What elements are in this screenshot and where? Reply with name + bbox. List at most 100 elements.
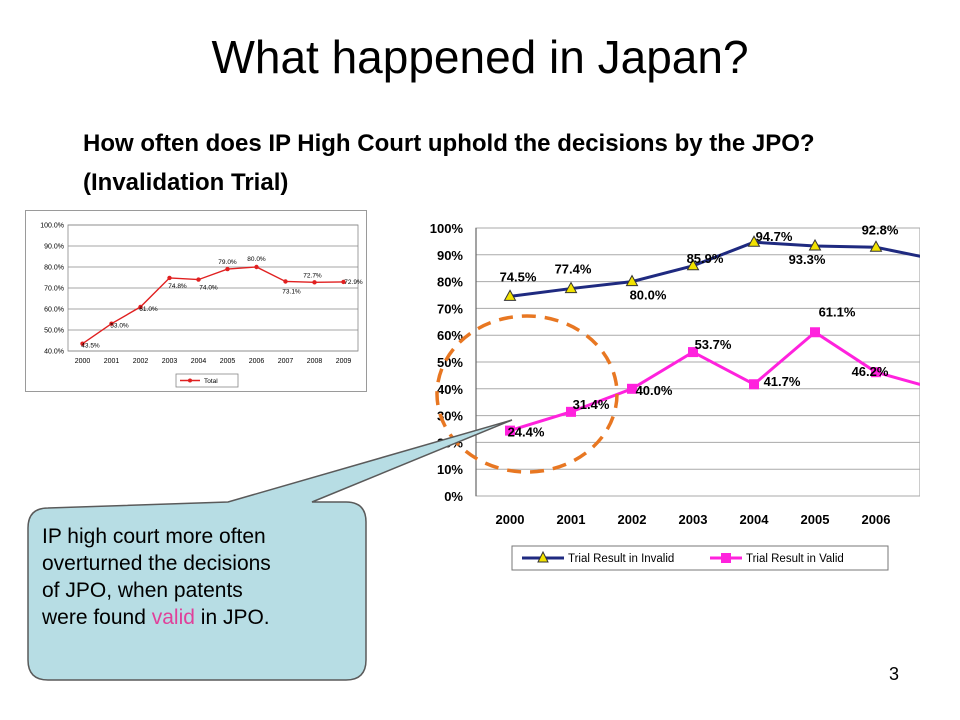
big-invalid-marker bbox=[808, 238, 822, 251]
callout-line-4-prefix: were found bbox=[42, 606, 152, 629]
small-data-label: 73.1% bbox=[282, 288, 301, 295]
big-invalid-data-label: 93.3% bbox=[789, 252, 826, 267]
small-data-point bbox=[196, 277, 201, 282]
big-valid-marker bbox=[871, 367, 881, 378]
big-invalid-data-label: 92.8% bbox=[862, 222, 899, 237]
callout-line-4: were found valid in JPO. bbox=[42, 604, 360, 631]
callout-highlight-word: valid bbox=[151, 606, 195, 629]
big-y-tick-label: 60% bbox=[437, 328, 463, 343]
big-legend-valid-label: Trial Result in Valid bbox=[746, 553, 844, 565]
big-y-tick-label: 30% bbox=[437, 409, 463, 424]
small-x-tick-label: 2006 bbox=[249, 358, 265, 365]
big-invalid-marker bbox=[869, 240, 883, 252]
big-invalid-data-label: 85.9% bbox=[687, 251, 724, 266]
callout-line-1: IP high court more often bbox=[42, 525, 266, 548]
big-y-tick-label: 90% bbox=[437, 248, 463, 263]
small-data-label: 79.0% bbox=[218, 259, 237, 266]
small-data-point bbox=[283, 279, 288, 284]
big-y-tick-label: 0% bbox=[444, 489, 463, 504]
small-data-label: 72.7% bbox=[303, 272, 322, 279]
small-data-point bbox=[341, 279, 346, 285]
big-y-tick-label: 70% bbox=[437, 301, 463, 316]
page-number: 3 bbox=[889, 664, 900, 684]
small-data-point bbox=[167, 275, 172, 281]
small-y-tick-label: 40.0% bbox=[44, 349, 64, 356]
small-data-point bbox=[254, 264, 259, 270]
big-legend-invalid-marker bbox=[537, 550, 549, 563]
big-y-tick-label: 80% bbox=[437, 275, 463, 290]
callout-text: IP high court more often overturned the … bbox=[42, 523, 360, 631]
big-valid-marker bbox=[627, 383, 637, 394]
small-chart-svg: 40.0% 50.0% 60.0% 70.0% 80.0% 90.0% 100.0% 2000… bbox=[40, 223, 363, 388]
big-y-tick-label: 40% bbox=[437, 382, 463, 397]
big-y-tick-label: 100% bbox=[430, 221, 464, 236]
big-x-tick-label: 2004 bbox=[740, 512, 770, 527]
big-x-tick-label: 2001 bbox=[557, 512, 586, 527]
small-data-label: 74.8% bbox=[168, 283, 187, 290]
big-y-tick-label: 50% bbox=[437, 355, 463, 370]
big-x-tick-label: 2005 bbox=[801, 512, 830, 527]
small-data-point bbox=[312, 280, 317, 285]
small-y-tick-label: 100.0% bbox=[40, 223, 64, 230]
small-x-tick-label: 2001 bbox=[104, 358, 120, 365]
big-invalid-data-label: 80.0% bbox=[630, 288, 667, 303]
small-x-tick-label: 2005 bbox=[220, 358, 236, 365]
big-x-tick-label: 2000 bbox=[496, 512, 525, 527]
big-legend-valid-marker bbox=[721, 553, 731, 563]
big-invalid-data-label: 74.5% bbox=[500, 269, 537, 284]
small-y-tick-label: 90.0% bbox=[44, 244, 64, 251]
callout-line-4-suffix: in JPO. bbox=[194, 606, 270, 629]
slide-subtitle: How often does IP High Court uphold the … bbox=[83, 130, 815, 196]
small-y-tick-label: 70.0% bbox=[44, 286, 64, 293]
big-x-tick-label: 2006 bbox=[862, 512, 891, 527]
small-data-point bbox=[225, 266, 230, 272]
big-valid-data-label: 41.7% bbox=[764, 374, 801, 389]
small-legend-label: Total bbox=[204, 378, 218, 385]
small-line-chart: 40.0% 50.0% 60.0% 70.0% 80.0% 90.0% 100.0% 2000… bbox=[25, 210, 367, 392]
big-legend-invalid-label: Trial Result in Invalid bbox=[568, 553, 674, 565]
small-data-point bbox=[80, 341, 85, 346]
callout-line-2: overturned the decisions bbox=[42, 552, 271, 575]
small-y-tick-label: 80.0% bbox=[44, 265, 64, 272]
big-valid-data-label: 40.0% bbox=[636, 383, 673, 398]
small-legend-box bbox=[175, 373, 239, 388]
small-x-tick-label: 2003 bbox=[162, 358, 178, 365]
big-valid-data-label: 61.1% bbox=[819, 304, 856, 319]
small-y-tick-label: 50.0% bbox=[44, 328, 64, 335]
big-invalid-marker bbox=[625, 274, 639, 287]
small-series-line bbox=[82, 266, 344, 345]
big-x-tick-label: 2003 bbox=[679, 512, 708, 527]
slide-title: What happened in Japan? bbox=[211, 31, 749, 83]
big-valid-marker bbox=[688, 347, 698, 358]
big-x-tick-label: 2002 bbox=[618, 512, 647, 527]
big-invalid-marker bbox=[564, 281, 578, 294]
big-series-line-invalid bbox=[509, 240, 920, 298]
big-invalid-marker bbox=[747, 235, 761, 247]
small-x-tick-label: 2008 bbox=[307, 358, 323, 365]
big-valid-data-label: 53.7% bbox=[695, 337, 732, 352]
small-x-tick-label: 2004 bbox=[191, 358, 207, 365]
small-data-label: 72.9% bbox=[344, 279, 363, 286]
small-x-tick-label: 2009 bbox=[336, 358, 352, 365]
small-data-point bbox=[138, 304, 143, 310]
small-data-label: 53.0% bbox=[110, 323, 129, 330]
small-x-tick-label: 2002 bbox=[133, 358, 149, 365]
big-invalid-data-label: 77.4% bbox=[555, 262, 592, 277]
big-invalid-marker bbox=[686, 258, 700, 271]
big-invalid-marker bbox=[503, 289, 517, 301]
small-data-label: 61.0% bbox=[139, 306, 158, 313]
small-legend-marker bbox=[188, 378, 192, 383]
big-valid-marker bbox=[810, 327, 820, 338]
big-line-chart: 0% 10% 20% 30% 40% 50% 60% 70% 80% 90% 100% 2000 200… bbox=[418, 212, 921, 582]
small-data-label: 43.5% bbox=[81, 343, 100, 350]
big-invalid-data-label: 94.7% bbox=[756, 229, 793, 244]
big-valid-data-label: 24.4% bbox=[508, 425, 545, 440]
big-y-tick-label: 20% bbox=[437, 435, 463, 450]
small-data-label: 80.0% bbox=[247, 256, 266, 263]
small-x-tick-label: 2000 bbox=[75, 358, 91, 365]
small-x-tick-label: 2007 bbox=[278, 358, 294, 365]
big-valid-data-label: 31.4% bbox=[573, 397, 610, 412]
callout-line-3: of JPO, when patents bbox=[42, 579, 243, 602]
big-valid-marker bbox=[749, 379, 759, 390]
big-y-tick-label: 10% bbox=[437, 462, 463, 477]
